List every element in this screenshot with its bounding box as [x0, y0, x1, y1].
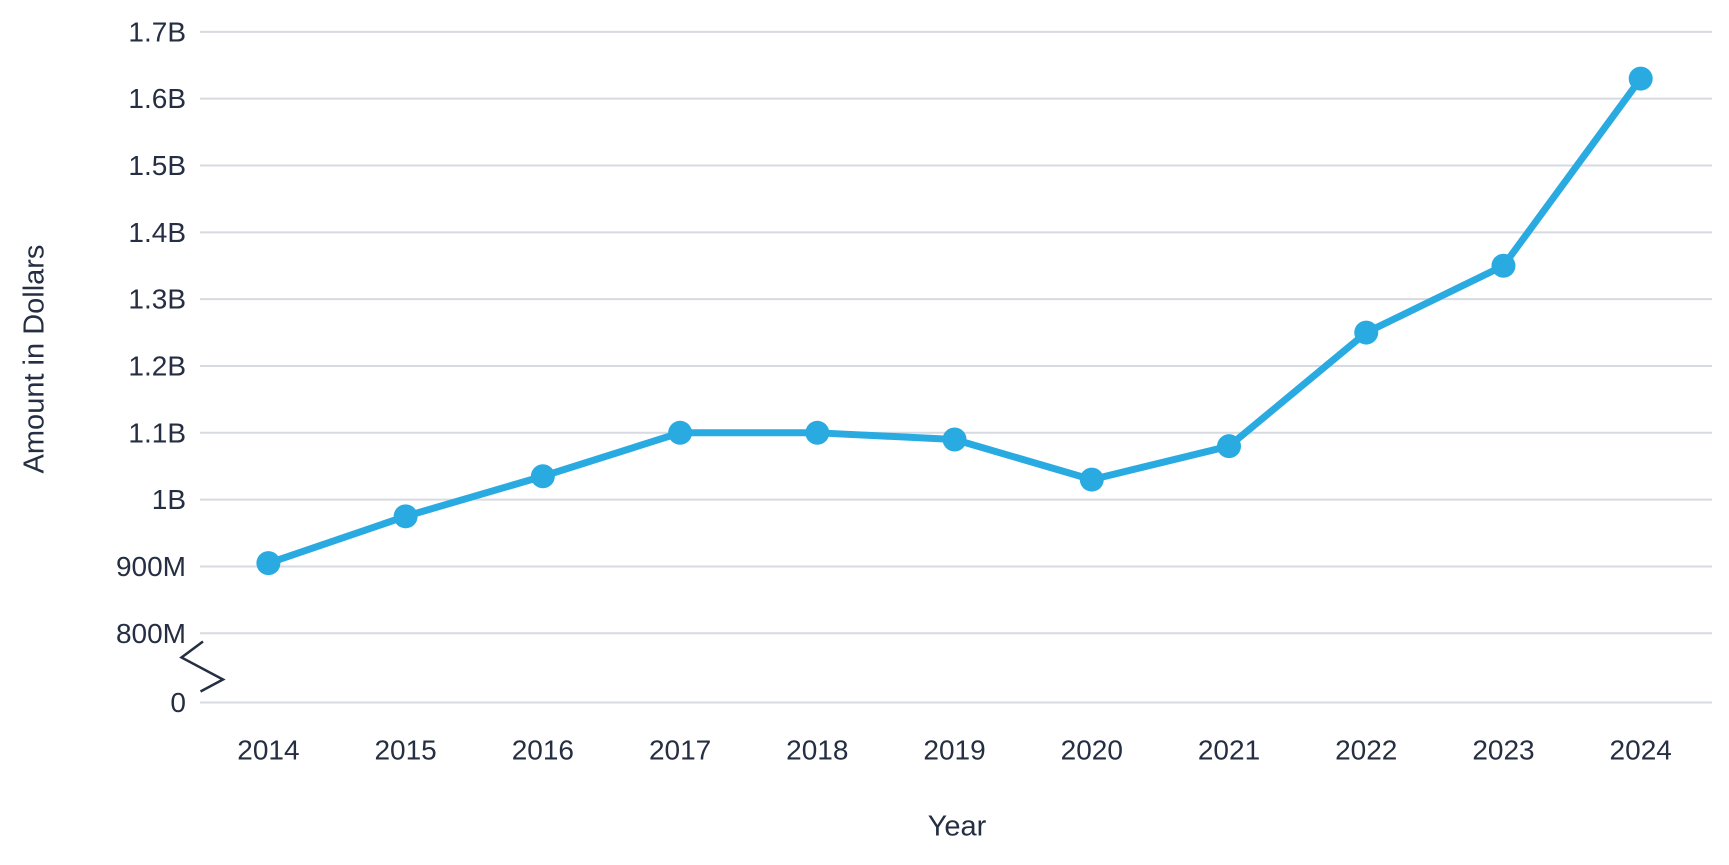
x-tick-label: 2016	[512, 735, 574, 766]
y-tick-label: 1.4B	[128, 217, 186, 248]
y-tick-label: 800M	[116, 618, 186, 649]
y-tick-label: 1.2B	[128, 350, 186, 381]
x-tick-label: 2020	[1061, 735, 1123, 766]
data-point-marker[interactable]	[1217, 434, 1242, 459]
data-point-marker[interactable]	[1079, 467, 1104, 492]
x-tick-label: 2014	[237, 735, 299, 766]
x-tick-label: 2023	[1472, 735, 1534, 766]
data-point-marker[interactable]	[1628, 66, 1653, 91]
y-tick-label: 1.5B	[128, 150, 186, 181]
data-point-marker[interactable]	[942, 427, 967, 452]
y-tick-label: 1.6B	[128, 83, 186, 114]
data-point-marker[interactable]	[1354, 320, 1379, 345]
y-tick-label: 1.7B	[128, 16, 186, 47]
x-tick-label: 2015	[374, 735, 436, 766]
data-point-marker[interactable]	[668, 420, 693, 445]
x-tick-label: 2017	[649, 735, 711, 766]
x-tick-label: 2022	[1335, 735, 1397, 766]
x-tick-label: 2018	[786, 735, 848, 766]
data-point-marker[interactable]	[805, 420, 830, 445]
y-tick-label: 0	[170, 687, 186, 718]
y-tick-label: 900M	[116, 551, 186, 582]
data-point-marker[interactable]	[393, 504, 418, 529]
x-tick-label: 2019	[923, 735, 985, 766]
series-line	[264, 75, 1645, 567]
data-point-marker[interactable]	[256, 551, 281, 576]
data-point-marker[interactable]	[1491, 253, 1516, 278]
axis-break-icon	[179, 640, 226, 693]
x-tick-label: 2021	[1198, 735, 1260, 766]
x-axis-title: Year	[927, 810, 987, 843]
y-axis-title: Amount in Dollars	[18, 244, 51, 474]
x-tick-label: 2024	[1610, 735, 1672, 766]
y-tick-label: 1B	[152, 484, 186, 515]
y-tick-label: 1.1B	[128, 417, 186, 448]
y-tick-label: 1.3B	[128, 284, 186, 315]
data-point-marker[interactable]	[530, 464, 555, 489]
